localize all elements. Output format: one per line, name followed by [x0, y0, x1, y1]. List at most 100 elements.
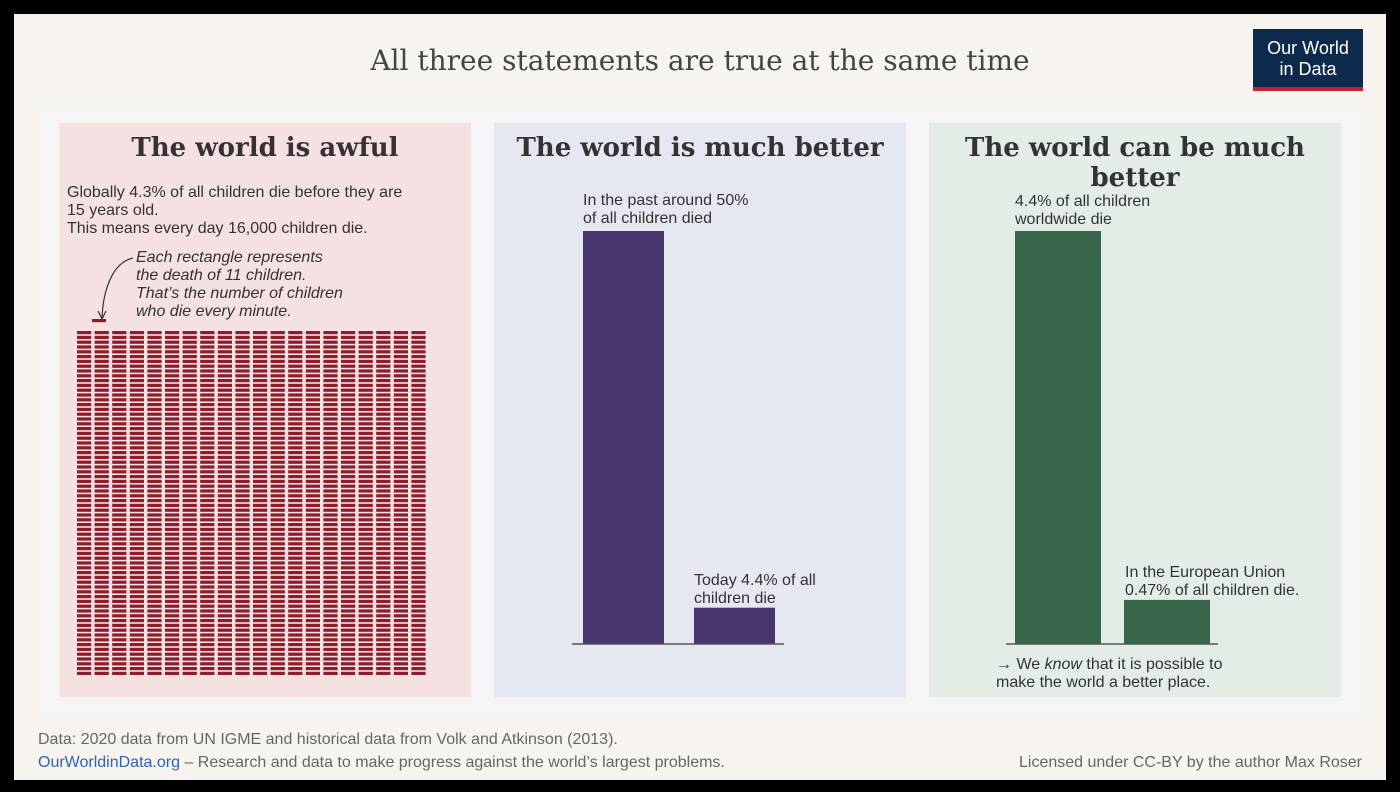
waffle-rectangle	[253, 494, 268, 498]
waffle-rectangle	[393, 475, 408, 479]
waffle-rectangle	[253, 566, 268, 570]
waffle-rectangle	[323, 527, 338, 531]
waffle-rectangle	[77, 671, 92, 675]
waffle-rectangle	[182, 441, 197, 445]
waffle-rectangle	[129, 436, 144, 440]
waffle-rectangle	[376, 551, 391, 555]
waffle-rectangle	[288, 494, 303, 498]
waffle-rectangle	[288, 398, 303, 402]
waffle-rectangle	[217, 499, 232, 503]
waffle-rectangle	[112, 359, 127, 363]
waffle-rectangle	[358, 551, 373, 555]
waffle-rectangle	[393, 657, 408, 661]
waffle-rectangle	[165, 518, 180, 522]
waffle-rectangle	[165, 638, 180, 642]
waffle-rectangle	[323, 532, 338, 536]
waffle-rectangle	[341, 527, 356, 531]
waffle-rectangle	[305, 460, 320, 464]
waffle-rectangle	[129, 513, 144, 517]
waffle-rectangle	[94, 662, 109, 666]
waffle-rectangle	[217, 407, 232, 411]
waffle-rectangle	[411, 638, 426, 642]
waffle-rectangle	[288, 556, 303, 560]
waffle-rectangle	[253, 403, 268, 407]
waffle-rectangle	[305, 484, 320, 488]
waffle-rectangle	[129, 595, 144, 599]
waffle-rectangle	[305, 667, 320, 671]
waffle-rectangle	[288, 335, 303, 339]
waffle-rectangle	[376, 542, 391, 546]
waffle-rectangle	[411, 393, 426, 397]
waffle-rectangle	[376, 609, 391, 613]
waffle-rectangle	[305, 595, 320, 599]
waffle-rectangle	[270, 599, 285, 603]
waffle-rectangle	[147, 580, 162, 584]
waffle-rectangle	[376, 619, 391, 623]
waffle-rectangle	[341, 393, 356, 397]
waffle-rectangle	[112, 503, 127, 507]
waffle-rectangle	[112, 609, 127, 613]
waffle-rectangle	[182, 590, 197, 594]
waffle-rectangle	[341, 427, 356, 431]
waffle-rectangle	[341, 489, 356, 493]
waffle-rectangle	[217, 475, 232, 479]
waffle-rectangle	[94, 331, 109, 335]
waffle-rectangle	[341, 475, 356, 479]
waffle-rectangle	[253, 460, 268, 464]
waffle-rectangle	[129, 470, 144, 474]
owid-site-link[interactable]: OurWorldinData.org	[38, 754, 180, 771]
waffle-rectangle	[323, 355, 338, 359]
waffle-rectangle	[376, 345, 391, 349]
waffle-rectangle	[376, 633, 391, 637]
waffle-rectangle	[200, 547, 215, 551]
waffle-rectangle	[200, 455, 215, 459]
waffle-rectangle	[358, 542, 373, 546]
waffle-rectangle	[147, 484, 162, 488]
waffle-rectangle	[270, 431, 285, 435]
waffle-rectangle	[217, 479, 232, 483]
waffle-rectangle	[165, 393, 180, 397]
waffle-rectangle	[411, 475, 426, 479]
waffle-rectangle	[270, 451, 285, 455]
waffle-rectangle	[112, 628, 127, 632]
waffle-rectangle	[200, 374, 215, 378]
waffle-rectangle	[376, 566, 391, 570]
waffle-rectangle	[341, 647, 356, 651]
waffle-rectangle	[112, 494, 127, 498]
waffle-rectangle	[341, 614, 356, 618]
waffle-rectangle	[147, 475, 162, 479]
waffle-rectangle	[182, 465, 197, 469]
waffle-rectangle	[358, 532, 373, 536]
waffle-rectangle	[94, 379, 109, 383]
waffle-rectangle	[217, 609, 232, 613]
waffle-rectangle	[217, 638, 232, 642]
waffle-rectangle	[341, 628, 356, 632]
waffle-rectangle	[165, 475, 180, 479]
waffle-rectangle	[165, 455, 180, 459]
waffle-rectangle	[235, 585, 250, 589]
waffle-rectangle	[129, 340, 144, 344]
waffle-rectangle	[200, 407, 215, 411]
waffle-rectangle	[147, 523, 162, 527]
waffle-rectangle	[253, 441, 268, 445]
waffle-rectangle	[200, 436, 215, 440]
waffle-rectangle	[147, 359, 162, 363]
waffle-rectangle	[182, 383, 197, 387]
waffle-rectangle	[112, 547, 127, 551]
waffle-rectangle	[200, 422, 215, 426]
waffle-rectangle	[182, 580, 197, 584]
waffle-rectangle	[411, 455, 426, 459]
waffle-rectangle	[288, 671, 303, 675]
waffle-rectangle	[393, 527, 408, 531]
waffle-rectangle	[376, 436, 391, 440]
waffle-rectangle	[94, 364, 109, 368]
waffle-rectangle	[411, 566, 426, 570]
waffle-rectangle	[393, 431, 408, 435]
waffle-rectangle	[94, 551, 109, 555]
waffle-rectangle	[323, 590, 338, 594]
waffle-rectangle	[270, 355, 285, 359]
waffle-rectangle	[182, 619, 197, 623]
waffle-rectangle	[129, 455, 144, 459]
waffle-rectangle	[200, 609, 215, 613]
footer-tagline: OurWorldinData.org – Research and data t…	[38, 754, 725, 772]
